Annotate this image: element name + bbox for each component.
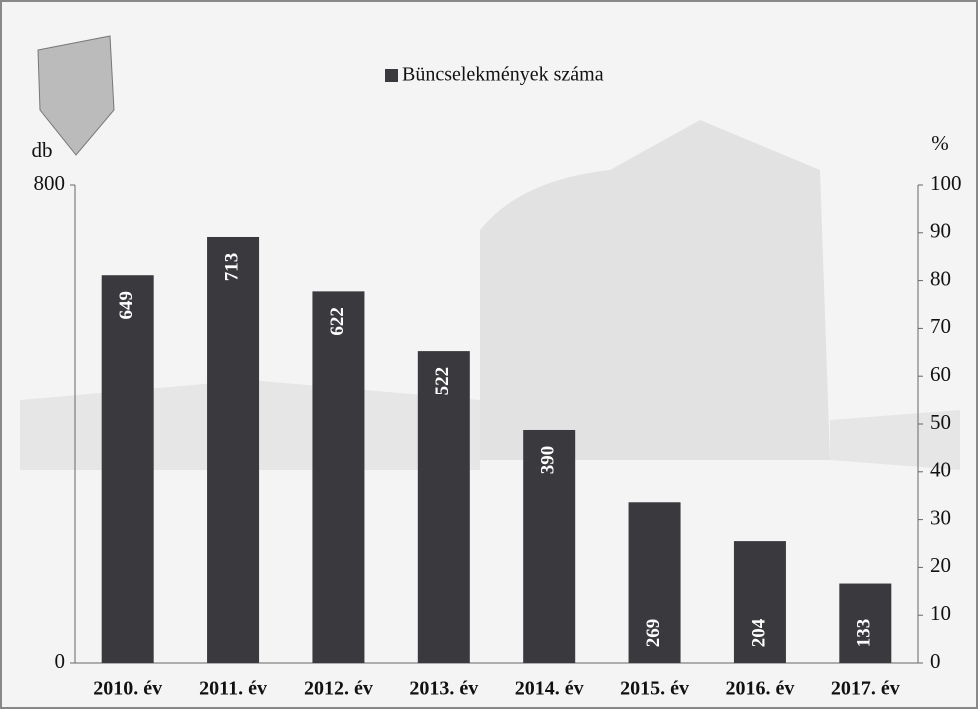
bar — [733, 541, 786, 663]
x-tick-label: 2013. év — [409, 678, 478, 700]
y2-tick-label: 10 — [930, 601, 951, 625]
bar — [312, 291, 365, 663]
y2-tick-label: 30 — [930, 505, 951, 529]
bar — [839, 583, 892, 663]
y-tick-label: 0 — [55, 649, 66, 673]
x-tick-label: 2014. év — [515, 678, 584, 700]
y2-tick-label: 0 — [930, 649, 941, 673]
bar — [523, 429, 576, 663]
x-tick-label: 2016. év — [725, 678, 794, 700]
bar — [101, 275, 154, 663]
police-logo — [37, 35, 115, 156]
y2-tick-label: 100 — [930, 171, 962, 195]
value-label: 713 — [221, 253, 242, 282]
y2-tick-label: 40 — [930, 458, 951, 482]
legend-label: Büncselekmények száma — [402, 64, 604, 86]
value-label: 622 — [327, 307, 348, 336]
x-tick-label: 2015. év — [620, 678, 689, 700]
value-label: 133 — [854, 619, 875, 648]
y2-tick-label: 80 — [930, 266, 951, 290]
value-label: 390 — [538, 446, 559, 475]
background-building — [480, 120, 830, 460]
bar — [417, 351, 470, 663]
value-label: 269 — [643, 619, 664, 648]
y2-tick-label: 50 — [930, 410, 951, 434]
x-tick-label: 2010. év — [93, 678, 162, 700]
x-tick-label: 2017. év — [831, 678, 900, 700]
y-axis-label: db — [32, 138, 53, 162]
value-label: 522 — [432, 367, 453, 396]
value-label: 649 — [116, 291, 137, 320]
y-tick-label: 800 — [34, 171, 66, 195]
x-tick-label: 2012. év — [304, 678, 373, 700]
x-tick-label: 2011. év — [199, 678, 267, 700]
bar — [207, 236, 260, 664]
y2-tick-label: 70 — [930, 314, 951, 338]
legend-swatch — [385, 69, 398, 82]
y2-tick-label: 60 — [930, 362, 951, 386]
y2-tick-label: 20 — [930, 553, 951, 577]
bar — [628, 502, 681, 663]
y2-tick-label: 90 — [930, 219, 951, 243]
y2-axis-label: % — [931, 131, 949, 155]
value-label: 204 — [748, 618, 769, 647]
